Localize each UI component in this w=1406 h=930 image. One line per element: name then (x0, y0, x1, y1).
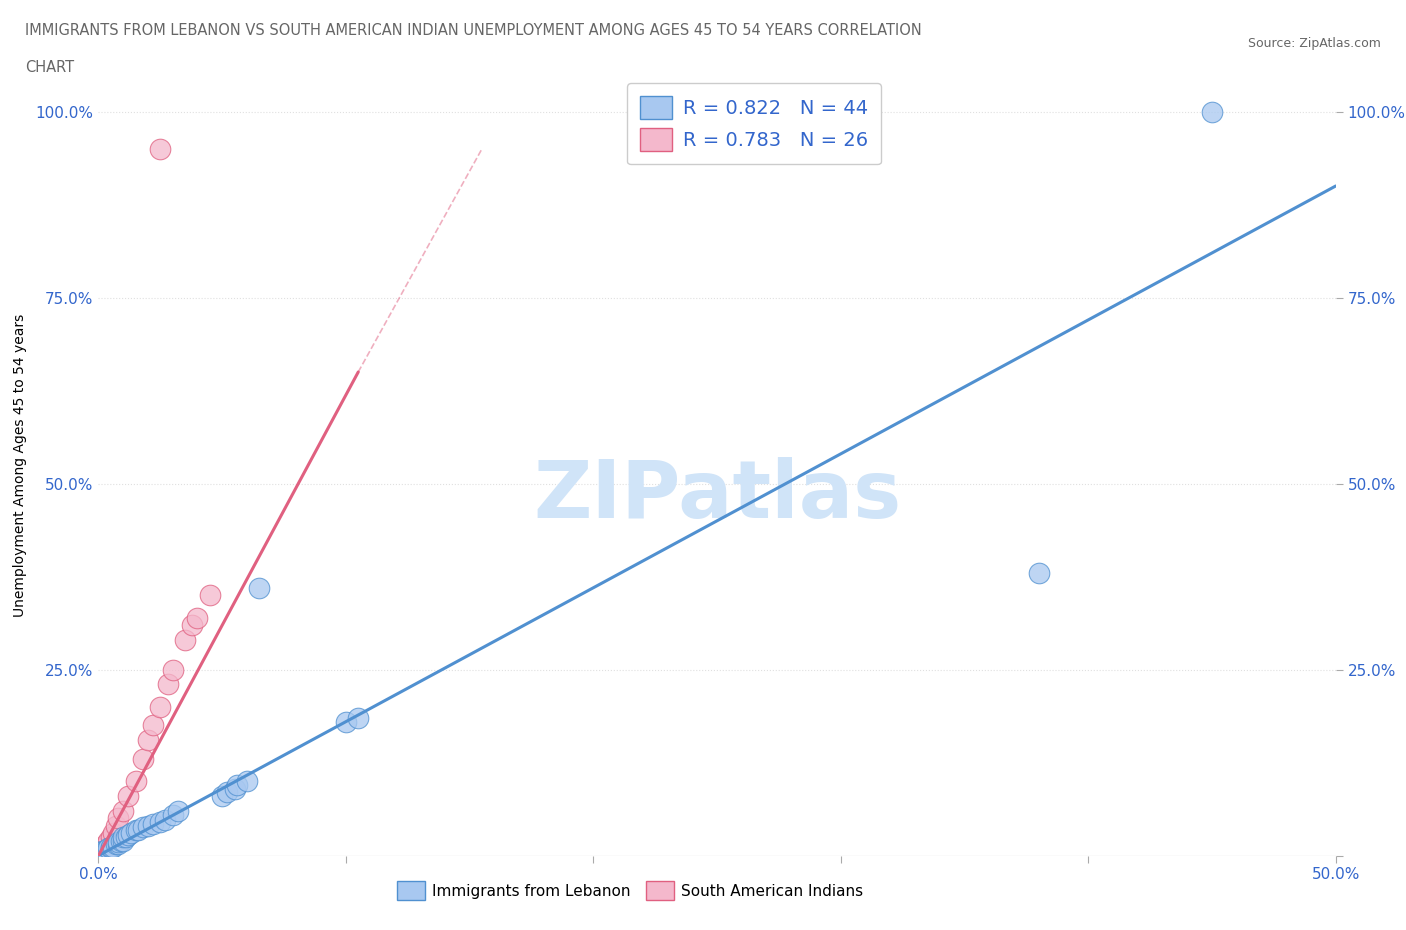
Point (87, 848, 110, 863)
Text: CHART: CHART (25, 60, 75, 75)
Point (181, 618, 204, 632)
Point (198, 588, 221, 603)
Point (224, 781, 246, 796)
Point (87, 848, 110, 863)
Point (156, 677, 179, 692)
Point (335, 714, 357, 729)
Point (87, 845, 110, 860)
Point (226, 777, 249, 792)
Point (136, 818, 159, 833)
Point (87, 844, 110, 859)
Point (132, 820, 155, 835)
Point (236, 774, 259, 789)
Point (117, 828, 139, 843)
Point (112, 833, 135, 848)
Point (1028, 565, 1050, 580)
Legend: Immigrants from Lebanon, South American Indians: Immigrants from Lebanon, South American … (391, 875, 870, 907)
Point (87, 848, 110, 863)
Text: ZIPatlas: ZIPatlas (533, 458, 901, 536)
Point (166, 804, 188, 818)
Point (149, 815, 172, 830)
Point (110, 833, 132, 848)
Point (87, 848, 110, 863)
Point (162, 807, 184, 822)
Point (136, 733, 159, 748)
Point (107, 837, 129, 852)
Point (142, 817, 165, 831)
Point (162, 662, 184, 677)
Point (93, 841, 115, 856)
Point (149, 141, 172, 156)
Point (247, 580, 270, 595)
Point (87, 846, 110, 861)
Point (97, 841, 120, 856)
Point (117, 789, 139, 804)
Point (87, 848, 110, 863)
Point (94, 837, 117, 852)
Point (104, 837, 127, 852)
Point (107, 811, 129, 826)
Point (112, 804, 135, 818)
Point (100, 841, 122, 856)
Point (132, 751, 155, 766)
Point (1201, 104, 1223, 119)
Point (186, 610, 208, 625)
Point (127, 822, 149, 837)
Text: IMMIGRANTS FROM LEBANON VS SOUTH AMERICAN INDIAN UNEMPLOYMENT AMONG AGES 45 TO 5: IMMIGRANTS FROM LEBANON VS SOUTH AMERICA… (25, 23, 922, 38)
Point (124, 822, 146, 837)
Point (124, 774, 146, 789)
Point (217, 785, 239, 800)
Point (155, 813, 177, 828)
Point (211, 789, 233, 804)
Point (107, 835, 129, 850)
Point (94, 843, 117, 857)
Point (87, 848, 110, 863)
Point (97, 833, 120, 848)
Point (103, 839, 125, 854)
Point (87, 844, 110, 859)
Point (114, 830, 136, 844)
Point (174, 632, 197, 647)
Point (104, 818, 127, 833)
Point (87, 844, 110, 859)
Point (87, 848, 110, 863)
Text: Source: ZipAtlas.com: Source: ZipAtlas.com (1247, 37, 1381, 50)
Point (87, 846, 110, 861)
Y-axis label: Unemployment Among Ages 45 to 54 years: Unemployment Among Ages 45 to 54 years (13, 313, 27, 617)
Point (100, 839, 122, 854)
Point (142, 718, 165, 733)
Point (93, 844, 115, 858)
Point (87, 848, 110, 863)
Point (100, 830, 122, 844)
Point (120, 826, 142, 841)
Point (112, 830, 135, 844)
Point (149, 699, 172, 714)
Point (347, 711, 370, 725)
Point (103, 826, 125, 841)
Point (87, 846, 110, 861)
